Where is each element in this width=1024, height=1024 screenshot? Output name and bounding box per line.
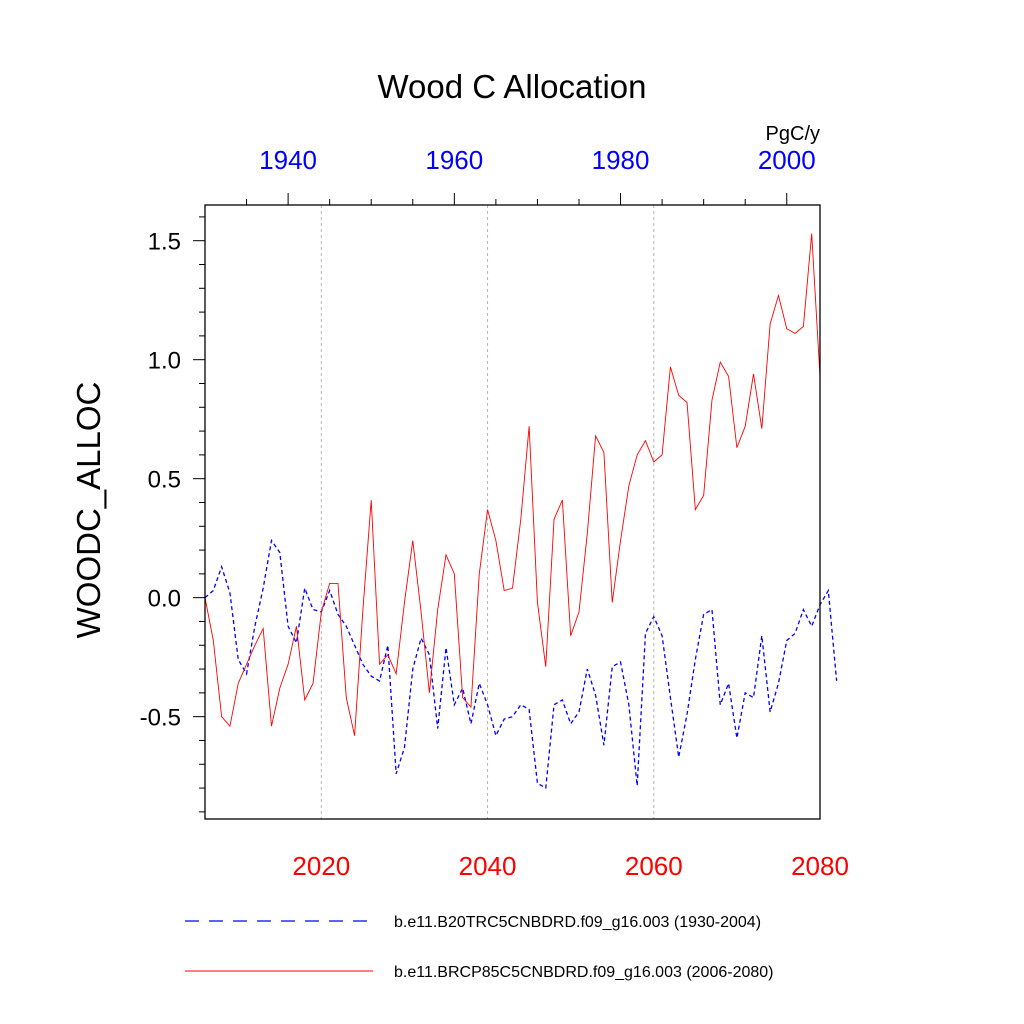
series-line-0	[204, 538, 838, 790]
units-label: PgC/y	[766, 123, 820, 145]
x-bottom-tick-label: 2060	[625, 851, 683, 881]
y-tick-label: -0.5	[140, 705, 181, 732]
series-layer	[204, 233, 838, 790]
y-tick-label: 1.0	[148, 348, 181, 375]
x-bottom-tick-label: 2080	[791, 851, 849, 881]
x-top-tick-label: 1980	[592, 145, 650, 175]
chart-title: Wood C Allocation	[377, 68, 646, 105]
y-axis-label: WOODC_ALLOC	[70, 382, 107, 639]
x-top-tick-label: 1960	[425, 145, 483, 175]
y-tick-label: 0.0	[148, 586, 181, 613]
x-top-tick-label: 1940	[259, 145, 317, 175]
x-bottom-tick-label: 2040	[459, 851, 517, 881]
legend-label-rcp85: b.e11.BRCP85C5CNBDRD.f09_g16.003 (2006-2…	[394, 964, 773, 981]
x-top-tick-label: 2000	[758, 145, 816, 175]
x-bottom-tick-label: 2020	[292, 851, 350, 881]
plot-frame	[204, 204, 821, 820]
legend-label-historical: b.e11.B20TRC5CNBDRD.f09_g16.003 (1930-20…	[394, 914, 761, 931]
y-tick-label: 1.5	[148, 229, 181, 256]
tick-layer: -0.5 0.0 0.5 1.0 1.5 2020 2040 2060 2080 1940 1960…	[140, 145, 849, 881]
y-tick-label: 0.5	[148, 467, 181, 494]
series-line-1	[204, 233, 821, 736]
legend: b.e11.B20TRC5CNBDRD.f09_g16.003 (1930-20…	[185, 914, 773, 981]
